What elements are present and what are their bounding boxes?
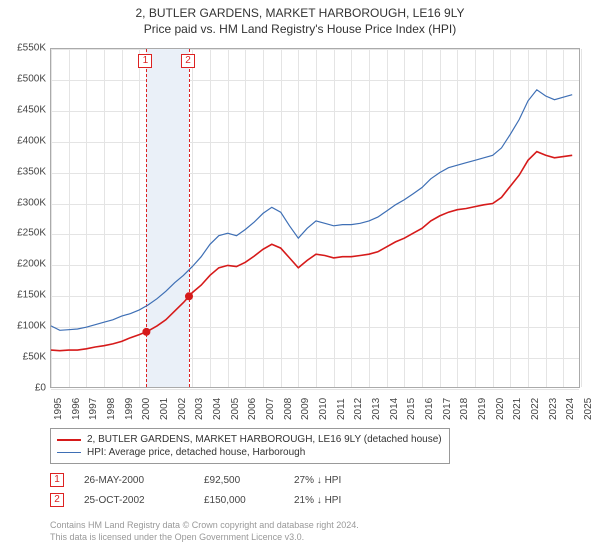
transaction-marker-box: 1 bbox=[138, 54, 152, 68]
x-tick-label: 1998 bbox=[106, 398, 117, 420]
x-tick-label: 2009 bbox=[300, 398, 311, 420]
y-tick-label: £250K bbox=[17, 228, 46, 239]
x-tick-label: 1995 bbox=[53, 398, 64, 420]
transaction-row-badge: 1 bbox=[50, 473, 64, 487]
transaction-date: 25-OCT-2002 bbox=[84, 495, 184, 506]
x-tick-label: 2023 bbox=[548, 398, 559, 420]
chart-container: 2, BUTLER GARDENS, MARKET HARBOROUGH, LE… bbox=[0, 0, 600, 560]
x-tick-label: 2001 bbox=[159, 398, 170, 420]
x-tick-label: 2011 bbox=[336, 398, 347, 420]
x-tick-label: 2008 bbox=[283, 398, 294, 420]
x-tick-label: 1999 bbox=[124, 398, 135, 420]
y-tick-label: £400K bbox=[17, 135, 46, 146]
transaction-dot bbox=[142, 328, 150, 336]
gridline-v bbox=[581, 49, 582, 387]
gridline-h bbox=[51, 389, 579, 390]
series-line bbox=[51, 90, 572, 330]
x-tick-label: 2018 bbox=[459, 398, 470, 420]
legend-swatch bbox=[57, 452, 81, 453]
x-tick-label: 2016 bbox=[424, 398, 435, 420]
x-tick-label: 2013 bbox=[371, 398, 382, 420]
transaction-price: £150,000 bbox=[204, 495, 274, 506]
legend-item: 2, BUTLER GARDENS, MARKET HARBOROUGH, LE… bbox=[57, 433, 443, 446]
x-tick-label: 2004 bbox=[212, 398, 223, 420]
x-tick-label: 2025 bbox=[583, 398, 594, 420]
footer-attribution: Contains HM Land Registry data © Crown c… bbox=[50, 520, 359, 543]
x-tick-label: 2003 bbox=[194, 398, 205, 420]
transaction-price: £92,500 bbox=[204, 475, 274, 486]
x-tick-label: 1996 bbox=[71, 398, 82, 420]
transaction-delta: 21% ↓ HPI bbox=[294, 495, 341, 506]
chart-title: 2, BUTLER GARDENS, MARKET HARBOROUGH, LE… bbox=[0, 0, 600, 20]
transaction-marker-box: 2 bbox=[181, 54, 195, 68]
transaction-row: 1 26-MAY-2000 £92,500 27% ↓ HPI bbox=[50, 470, 341, 490]
x-tick-label: 2015 bbox=[406, 398, 417, 420]
x-tick-label: 2010 bbox=[318, 398, 329, 420]
y-tick-label: £300K bbox=[17, 197, 46, 208]
x-tick-label: 2019 bbox=[477, 398, 488, 420]
y-tick-label: £50K bbox=[23, 352, 46, 363]
transaction-date: 26-MAY-2000 bbox=[84, 475, 184, 486]
legend-label: 2, BUTLER GARDENS, MARKET HARBOROUGH, LE… bbox=[87, 434, 442, 445]
plot-area bbox=[50, 48, 580, 388]
y-tick-label: £200K bbox=[17, 259, 46, 270]
x-tick-label: 2020 bbox=[495, 398, 506, 420]
legend-item: HPI: Average price, detached house, Harb… bbox=[57, 446, 443, 459]
x-tick-label: 2012 bbox=[353, 398, 364, 420]
x-tick-label: 2007 bbox=[265, 398, 276, 420]
legend-label: HPI: Average price, detached house, Harb… bbox=[87, 447, 305, 458]
x-tick-label: 2005 bbox=[230, 398, 241, 420]
x-tick-label: 2017 bbox=[442, 398, 453, 420]
x-tick-label: 2014 bbox=[389, 398, 400, 420]
transaction-row: 2 25-OCT-2002 £150,000 21% ↓ HPI bbox=[50, 490, 341, 510]
footer-line2: This data is licensed under the Open Gov… bbox=[50, 532, 359, 544]
x-tick-label: 1997 bbox=[88, 398, 99, 420]
x-tick-label: 2021 bbox=[512, 398, 523, 420]
transaction-dot bbox=[185, 292, 193, 300]
x-tick-label: 2006 bbox=[247, 398, 258, 420]
series-line bbox=[51, 152, 572, 351]
series-svg bbox=[51, 49, 579, 387]
transaction-list: 1 26-MAY-2000 £92,500 27% ↓ HPI 2 25-OCT-2002… bbox=[50, 470, 341, 510]
y-tick-label: £450K bbox=[17, 104, 46, 115]
x-tick-label: 2002 bbox=[177, 398, 188, 420]
y-tick-label: £100K bbox=[17, 321, 46, 332]
transaction-row-badge: 2 bbox=[50, 493, 64, 507]
y-tick-label: £0 bbox=[35, 383, 46, 394]
chart-subtitle: Price paid vs. HM Land Registry's House … bbox=[0, 20, 600, 36]
x-tick-label: 2000 bbox=[141, 398, 152, 420]
y-tick-label: £150K bbox=[17, 290, 46, 301]
x-tick-label: 2024 bbox=[565, 398, 576, 420]
transaction-delta: 27% ↓ HPI bbox=[294, 475, 341, 486]
footer-line1: Contains HM Land Registry data © Crown c… bbox=[50, 520, 359, 532]
y-tick-label: £350K bbox=[17, 166, 46, 177]
y-tick-label: £550K bbox=[17, 43, 46, 54]
legend-box: 2, BUTLER GARDENS, MARKET HARBOROUGH, LE… bbox=[50, 428, 450, 464]
y-tick-label: £500K bbox=[17, 73, 46, 84]
legend-swatch bbox=[57, 439, 81, 441]
x-tick-label: 2022 bbox=[530, 398, 541, 420]
